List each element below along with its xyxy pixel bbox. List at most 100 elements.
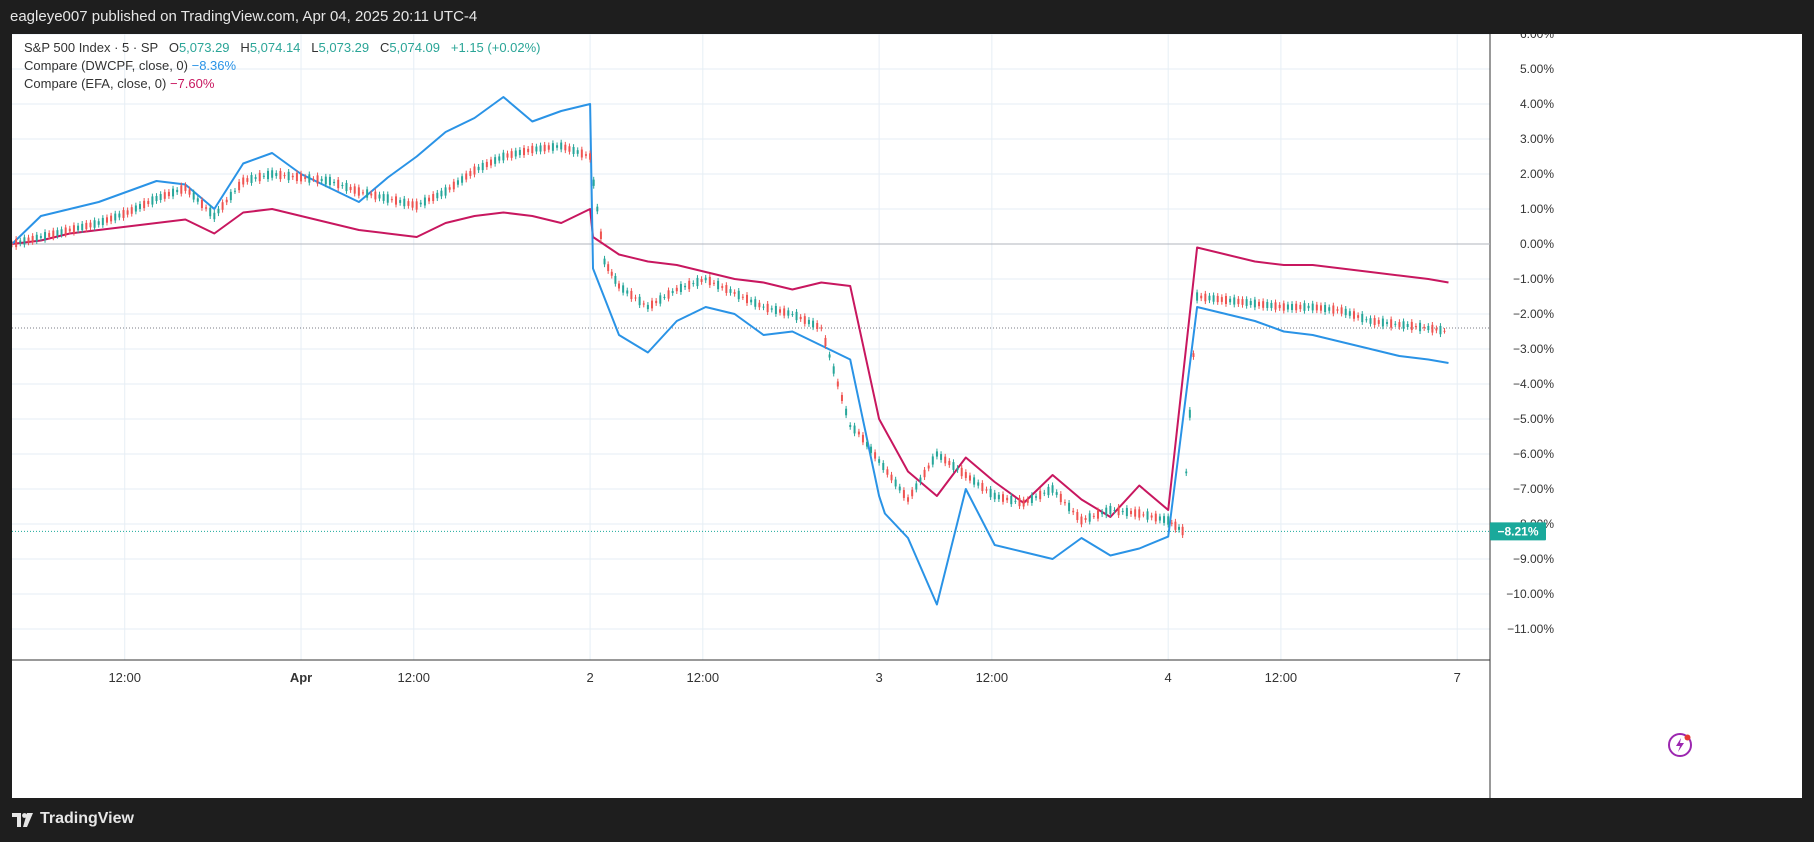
sp500-candle [551, 143, 554, 151]
sp500-candle [151, 196, 154, 205]
sp500-candle [692, 283, 695, 285]
sp500-candle [1121, 510, 1124, 513]
sp500-candle [287, 171, 290, 181]
sp500-candle [659, 295, 662, 304]
y-tick-label: −6.00% [1513, 447, 1554, 461]
sp500-candle [1163, 516, 1166, 523]
sp500-candle [477, 166, 480, 171]
sp500-candle [1167, 516, 1170, 525]
sp500-candle [254, 177, 257, 179]
sp500-candle [481, 162, 484, 171]
sp500-candle [390, 199, 393, 201]
chart-frame[interactable]: 6.00% 5.00% 4.00% 3.00% 2.00% 1.00% 0.00% −1.00… [12, 34, 1802, 798]
sp500-candle [1394, 323, 1397, 325]
sp500-candle [89, 222, 92, 228]
sp500-candle [655, 300, 658, 304]
sp500-candle [580, 149, 583, 158]
sp500-candle [610, 271, 613, 276]
sp500-candle [308, 174, 311, 183]
sp500-candle [592, 179, 595, 186]
sp500-candle [399, 200, 402, 203]
dwcpf-line [12, 96, 1449, 606]
sp500-candle [1233, 297, 1236, 305]
legend-open-label: O [168, 40, 179, 55]
sp500-candle [1076, 511, 1079, 521]
sp500-candle [902, 490, 905, 498]
sp500-candle [907, 497, 910, 502]
sp500-candle [328, 176, 331, 186]
sp500-candle [1414, 326, 1417, 328]
y-tick-label: 6.00% [1520, 34, 1554, 41]
sp500-candle [436, 192, 439, 199]
sp500-candle [225, 199, 228, 203]
sp500-candle [489, 159, 492, 166]
sp500-candle [1369, 318, 1372, 324]
sp500-candle [1158, 516, 1161, 521]
sp500-candle [704, 277, 707, 281]
x-tick-label: 2 [586, 670, 593, 685]
sp500-candle [353, 186, 356, 194]
sp500-candle [126, 210, 129, 215]
y-tick-label: −3.00% [1513, 342, 1554, 356]
sp500-candle [944, 456, 947, 464]
sp500-candle [754, 299, 757, 307]
sp500-candle [576, 150, 579, 154]
sp500-candle [56, 230, 59, 236]
sp500-candle [547, 145, 550, 150]
sp500-candle [1344, 308, 1347, 316]
sp500-candle [911, 489, 914, 497]
sp500-candle [250, 175, 253, 183]
sp500-candle [1377, 320, 1380, 324]
sp500-candle [110, 215, 113, 222]
legend-compare-dwcpf[interactable]: Compare (DWCPF, close, 0) −8.36% [24, 58, 236, 73]
sp500-candle [1386, 322, 1389, 324]
sp500-candle [721, 286, 724, 288]
sp500-candle [832, 366, 835, 374]
sp500-candle [1357, 315, 1360, 318]
sp500-candle [787, 310, 790, 316]
sp500-candle [134, 205, 137, 212]
y-tick-label: −9.00% [1513, 552, 1554, 566]
sp500-candle [1035, 496, 1038, 498]
legend-main[interactable]: S&P 500 Index · 5 · SP O5,073.29 H5,074.… [24, 40, 541, 55]
sp500-candle [564, 144, 567, 151]
sp500-candle [27, 237, 30, 243]
sp500-candle [159, 194, 162, 200]
footer-brand: TradingView [40, 810, 134, 827]
sp500-candle [320, 178, 323, 182]
sp500-candle [510, 151, 513, 158]
sp500-candle [163, 192, 166, 199]
sp500-candle [870, 446, 873, 453]
sp500-candle [568, 146, 571, 152]
sp500-candle [696, 277, 699, 287]
sp500-candle [1101, 511, 1104, 515]
sp500-candle [1002, 494, 1005, 502]
sp500-candle [1068, 502, 1071, 512]
sp500-candle [617, 283, 620, 289]
sp500-candle [31, 235, 34, 243]
sp500-candle [1051, 485, 1054, 493]
sp500-candle [556, 145, 559, 148]
sp500-candle [52, 230, 55, 238]
sp500-candle [993, 492, 996, 500]
sp500-candle [952, 462, 955, 470]
legend-compare-efa[interactable]: Compare (EFA, close, 0) −7.60% [24, 76, 214, 91]
lightning-icon[interactable] [1667, 732, 1693, 758]
sp500-candle [997, 494, 1000, 500]
y-tick-label: −11.00% [1507, 622, 1554, 636]
sp500-candle [366, 189, 369, 198]
price-chart[interactable]: 6.00% 5.00% 4.00% 3.00% 2.00% 1.00% 0.00% −1.00… [12, 34, 1802, 798]
sp500-candle [531, 145, 534, 154]
sp500-candle [242, 177, 245, 185]
sp500-candle [139, 203, 142, 210]
y-tick-label: −4.00% [1513, 377, 1554, 391]
sp500-candle [1291, 303, 1294, 311]
sp500-candle [283, 175, 286, 177]
sp500-candle [1212, 295, 1215, 302]
sp500-candle [485, 161, 488, 168]
sp500-candle [349, 186, 352, 191]
sp500-candle [1282, 303, 1285, 311]
chart-background [12, 34, 1802, 798]
sp500-candle [651, 300, 654, 309]
x-tick-label: 12:00 [108, 670, 141, 685]
